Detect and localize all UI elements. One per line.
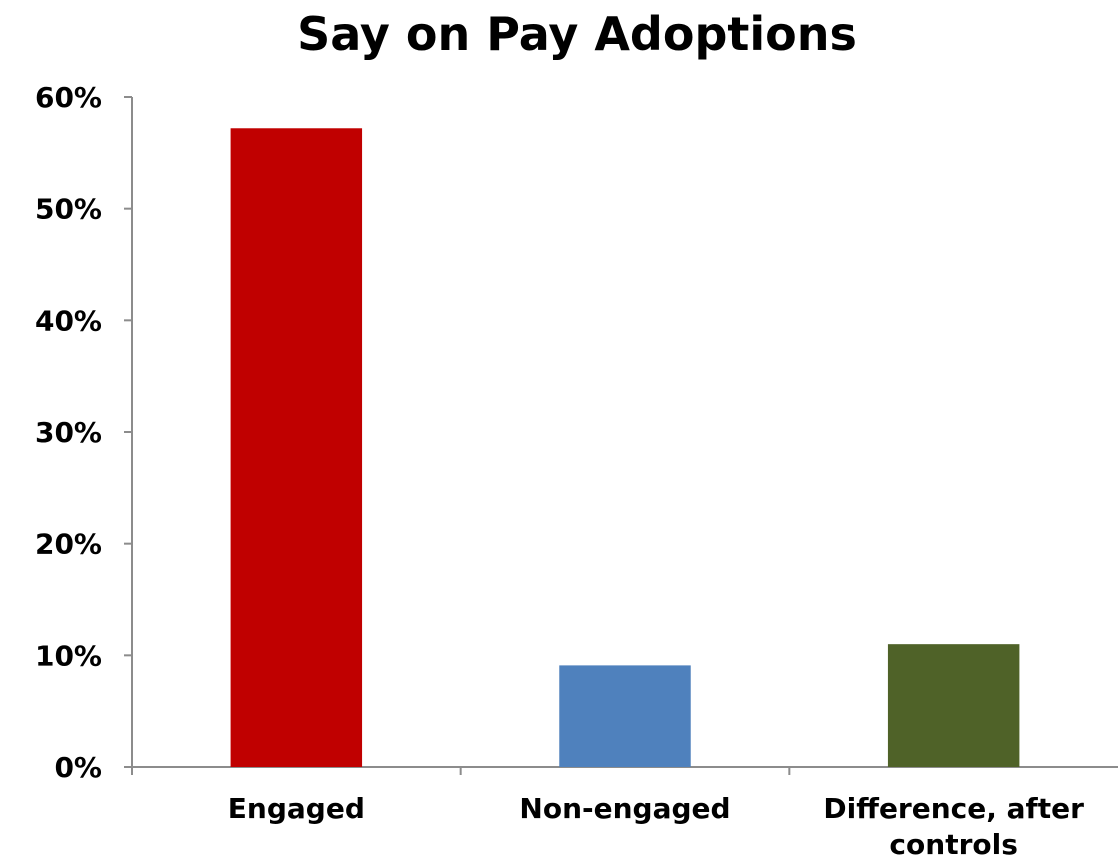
y-tick-label: 10% [35, 639, 102, 672]
bar [230, 128, 363, 767]
y-tick-label: 50% [35, 193, 102, 226]
y-tick-label: 60% [35, 81, 102, 114]
y-tick-label: 20% [35, 528, 102, 561]
y-tick-label: 40% [35, 304, 102, 337]
bar [887, 644, 1020, 767]
chart-title: Say on Pay Adoptions [297, 7, 857, 61]
bar [559, 665, 691, 767]
x-category-label: Difference, after controls [823, 792, 1084, 861]
x-category-label: Non-engaged [519, 792, 730, 825]
x-category-label: Engaged [228, 792, 365, 825]
plot-area: 0% 10% 20% 30% 40% 50% 60% Engaged Non-engaged Di… [35, 81, 1118, 861]
y-tick-label: 30% [35, 416, 102, 449]
y-tick-label: 0% [54, 751, 102, 784]
